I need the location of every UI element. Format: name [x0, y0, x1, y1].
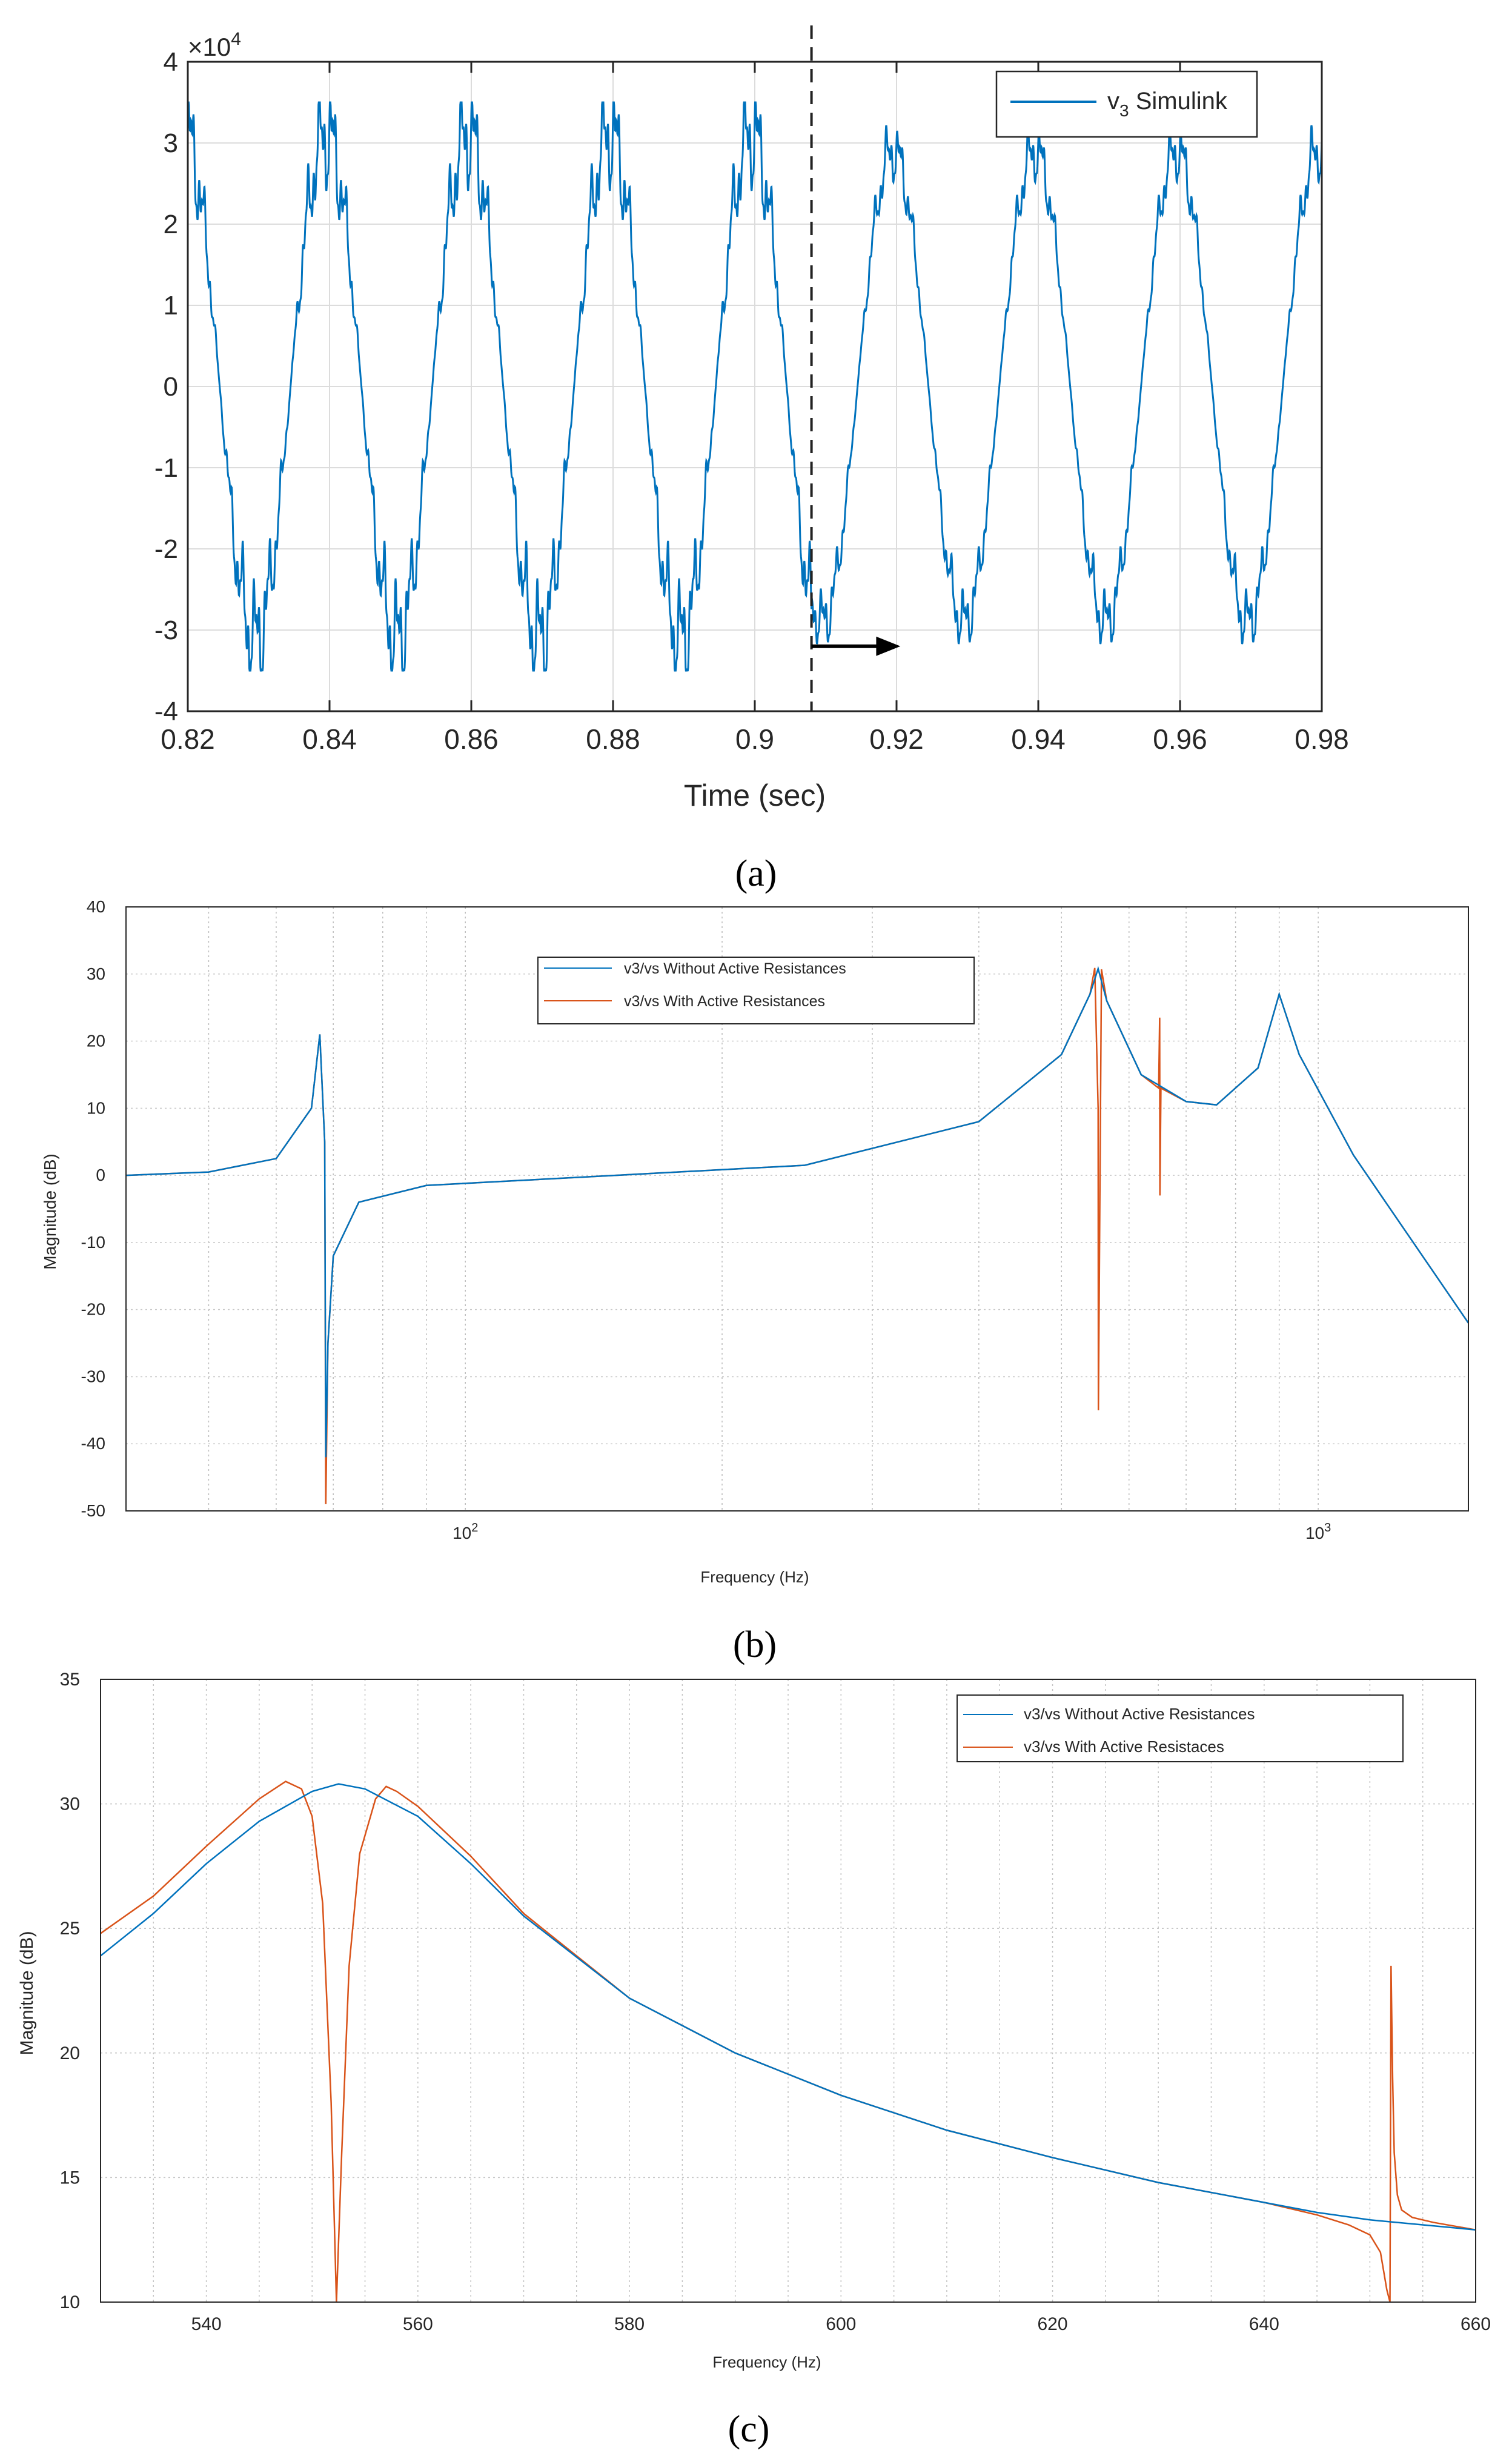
b-y-tick-label-7: 20	[87, 1032, 105, 1050]
c-x-tick-label-4: 620	[1038, 2314, 1068, 2334]
a-x-tick-label-3: 0.88	[586, 723, 640, 755]
panel-c-axes-box	[100, 1679, 1476, 2303]
panel-c-legend-box	[957, 1694, 1404, 1762]
b-y-tick-label-8: 30	[87, 964, 105, 983]
c-x-tick-label-0: 540	[191, 2314, 222, 2334]
b-series-line-1	[125, 967, 1470, 1504]
panel-c-caption: (c)	[728, 2409, 770, 2450]
panel-b-axes-box	[125, 906, 1469, 1512]
a-x-tick-label-2: 0.86	[444, 723, 499, 755]
panel-a-annotations	[810, 25, 901, 711]
panel-b-legend-label-1: v3/vs Without Active Resistances	[624, 960, 846, 977]
panel-c-series	[100, 1780, 1476, 2303]
panel-b-tick-labels: -50 -40 -30 -20 -10 0 10 20 30 40 102 103	[81, 897, 1331, 1542]
panel-a-y-multiplier: ×104	[188, 29, 241, 61]
a-y-tick-label-6: 2	[164, 210, 178, 239]
a-x-tick-label-1: 0.84	[302, 723, 357, 755]
panel-a-time-plot: 0.82 0.84 0.86 0.88 0.9 0.92 0.94 0.96 0.98 -4 -3 -…	[154, 25, 1349, 894]
b-x-tick-label-0: 102	[453, 1521, 478, 1542]
b-y-tick-label-4: -10	[81, 1233, 105, 1252]
panel-b-legend-label-2: v3/vs With Active Resistances	[624, 993, 825, 1010]
b-x-tick-label-1: 103	[1305, 1521, 1331, 1542]
panel-b-caption: (b)	[733, 1624, 777, 1665]
panel-a-tick-labels: 0.82 0.84 0.86 0.88 0.9 0.92 0.94 0.96 0.98 -4 -3 -…	[154, 47, 1349, 755]
c-x-tick-label-6: 660	[1461, 2314, 1491, 2334]
panel-b-legend: v3/vs Without Active Resistances v3/vs W…	[537, 957, 975, 1024]
panel-a-x-label: Time (sec)	[684, 778, 826, 812]
panel-a-legend-label: v3 Simulink	[1107, 88, 1228, 120]
c-y-tick-label-4: 30	[60, 1794, 80, 1814]
c-y-tick-label-1: 15	[60, 2168, 80, 2188]
panel-b-series	[125, 966, 1470, 1504]
c-x-tick-label-3: 600	[826, 2314, 856, 2334]
panel-c-tick-labels: 10 15 20 25 30 35 540 560 580 600 620 640 660	[60, 1670, 1491, 2334]
b-y-tick-label-6: 10	[87, 1098, 105, 1117]
panel-b-x-label: Frequency (Hz)	[700, 1568, 809, 1586]
a-x-tick-label-4: 0.9	[735, 723, 774, 755]
c-y-tick-label-2: 20	[60, 2043, 80, 2063]
panel-a-caption: (a)	[735, 853, 777, 894]
c-y-tick-label-0: 10	[60, 2292, 80, 2312]
b-series-line-0	[125, 966, 1470, 1458]
a-x-tick-label-5: 0.92	[869, 723, 924, 755]
panel-a-legend-box	[995, 70, 1258, 138]
c-series-line-0	[100, 1783, 1476, 2231]
a-y-tick-label-2: -2	[154, 534, 178, 564]
panel-c-y-label: Magnitude (dB)	[17, 1931, 37, 2055]
b-y-tick-label-5: 0	[96, 1166, 105, 1184]
b-y-tick-label-2: -30	[81, 1367, 105, 1385]
panel-a-legend: v3 Simulink	[995, 70, 1258, 138]
panel-c-legend-label-1: v3/vs Without Active Resistances	[1024, 1705, 1255, 1723]
a-series-line	[187, 101, 1323, 672]
panel-a-axes-box	[187, 61, 1323, 712]
b-y-tick-label-9: 40	[87, 897, 105, 916]
a-y-tick-label-5: 1	[164, 291, 178, 320]
c-x-tick-label-1: 560	[403, 2314, 433, 2334]
a-y-tick-label-7: 3	[164, 128, 178, 158]
a-y-tick-label-8: 4	[164, 47, 178, 77]
a-y-tick-label-3: -1	[154, 453, 178, 483]
panel-a-series	[187, 101, 1323, 672]
a-arrow-head	[876, 636, 901, 656]
a-x-tick-label-6: 0.94	[1011, 723, 1066, 755]
b-y-tick-label-3: -20	[81, 1300, 105, 1319]
b-y-tick-label-0: -50	[81, 1501, 105, 1520]
c-x-tick-label-5: 640	[1249, 2314, 1279, 2334]
panel-c-grid	[101, 1679, 1476, 2303]
a-y-tick-label-0: -4	[154, 697, 178, 726]
a-x-tick-label-8: 0.98	[1295, 723, 1349, 755]
panel-c-legend-label-2: v3/vs With Active Resistaces	[1024, 1737, 1224, 1756]
a-x-tick-label-7: 0.96	[1153, 723, 1207, 755]
a-x-tick-label-0: 0.82	[161, 723, 215, 755]
panel-b-bode-plot: -50 -40 -30 -20 -10 0 10 20 30 40 102 103 Frequency…	[41, 897, 1470, 1665]
panel-c-legend: v3/vs Without Active Resistances v3/vs W…	[957, 1694, 1404, 1762]
panel-b-y-label: Magnitude (dB)	[41, 1153, 59, 1269]
c-y-tick-label-5: 35	[60, 1670, 80, 1690]
panel-c-x-label: Frequency (Hz)	[712, 2353, 821, 2371]
a-y-tick-label-1: -3	[154, 616, 178, 645]
b-y-tick-label-1: -40	[81, 1434, 105, 1453]
a-y-tick-label-4: 0	[164, 372, 178, 402]
panel-c-zoom-plot: 10 15 20 25 30 35 540 560 580 600 620 640 660 Freque…	[17, 1670, 1491, 2450]
c-x-tick-label-2: 580	[614, 2314, 645, 2334]
c-y-tick-label-3: 25	[60, 1919, 80, 1939]
